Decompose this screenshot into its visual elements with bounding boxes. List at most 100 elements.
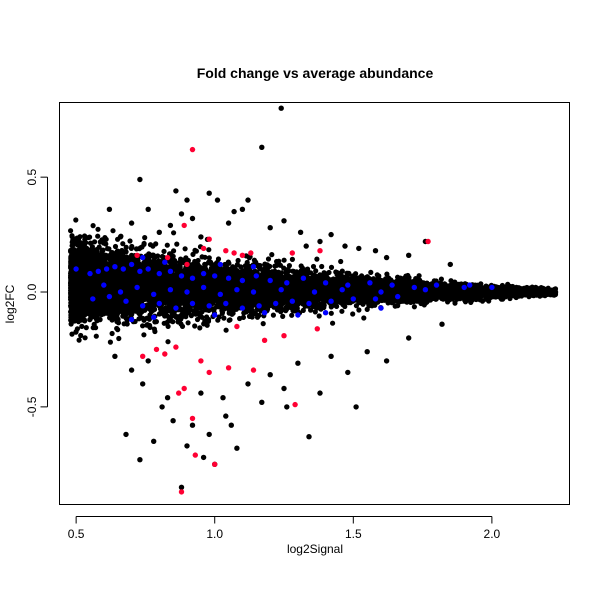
point-series-0: [317, 238, 323, 245]
point-series-1: [212, 312, 218, 318]
point-series-0: [406, 252, 412, 258]
point-series-0: [406, 335, 412, 341]
point-series-1: [137, 268, 143, 274]
point-series-1: [225, 275, 232, 281]
point-series-2: [231, 250, 237, 256]
point-series-1: [87, 270, 93, 277]
point-series-2: [173, 344, 179, 350]
point-series-0: [206, 431, 212, 438]
point-series-1: [461, 284, 467, 291]
background-point-cloud: [68, 217, 559, 345]
point-series-0: [278, 105, 284, 111]
point-series-1: [378, 289, 384, 295]
point-series-0: [178, 484, 185, 490]
point-series-0: [220, 395, 226, 401]
point-series-0: [356, 245, 362, 252]
point-series-1: [411, 284, 417, 291]
plot-frame: [59, 102, 570, 505]
point-series-1: [128, 316, 135, 323]
point-series-2: [192, 452, 198, 458]
point-series-1: [217, 261, 223, 268]
y-axis: -0.5 0.0 0.5: [25, 168, 48, 417]
chart-title: Fold change vs average abundance: [197, 65, 434, 81]
point-series-1: [156, 270, 162, 277]
point-series-0: [178, 211, 185, 217]
point-series-1: [239, 277, 246, 284]
point-series-1: [123, 298, 129, 304]
point-series-0: [117, 234, 124, 240]
point-series-0: [383, 254, 390, 261]
point-series-0: [228, 422, 234, 428]
point-series-2: [292, 401, 298, 408]
point-series-2: [189, 415, 196, 422]
point-series-2: [164, 254, 171, 261]
x-axis-label: log2Signal: [287, 542, 343, 556]
point-series-0: [159, 404, 165, 410]
point-series-0: [328, 353, 334, 359]
point-series-2: [140, 353, 146, 359]
point-series-1: [90, 296, 96, 302]
point-series-0: [364, 349, 370, 355]
point-series-0: [214, 197, 221, 203]
point-series-2: [281, 333, 287, 339]
point-series-2: [248, 250, 254, 256]
point-series-0: [184, 197, 190, 203]
point-series-0: [342, 243, 348, 249]
y-tick-label: -0.5: [25, 396, 39, 417]
point-series-2: [153, 346, 160, 353]
point-series-2: [314, 326, 320, 332]
point-series-1: [284, 280, 290, 286]
point-series-1: [151, 314, 157, 320]
point-series-0: [297, 229, 304, 235]
point-series-0: [439, 321, 445, 327]
point-series-1: [253, 273, 259, 279]
point-series-0: [189, 422, 196, 428]
point-series-2: [189, 146, 196, 153]
point-series-1: [167, 287, 174, 293]
point-series-2: [289, 250, 295, 256]
point-series-1: [200, 270, 207, 277]
point-series-1: [167, 268, 174, 274]
point-series-1: [322, 310, 329, 316]
point-series-1: [311, 289, 318, 295]
point-series-0: [223, 413, 229, 419]
point-series-0: [284, 404, 290, 410]
point-series-2: [200, 245, 207, 252]
point-series-1: [189, 275, 196, 281]
point-series-0: [170, 418, 176, 424]
point-series-0: [151, 438, 157, 444]
x-tick-label: 0.5: [68, 527, 85, 541]
point-series-1: [134, 284, 140, 291]
point-series-0: [447, 261, 453, 268]
point-series-0: [137, 176, 143, 183]
x-tick-label: 1.5: [345, 527, 362, 541]
point-series-1: [140, 303, 146, 309]
point-series-0: [245, 197, 251, 203]
point-series-1: [328, 298, 334, 304]
point-series-1: [117, 289, 124, 295]
point-series-1: [389, 282, 395, 288]
point-series-1: [239, 305, 246, 311]
point-series-2: [176, 390, 182, 396]
point-series-1: [206, 303, 212, 309]
point-series-1: [273, 300, 279, 307]
point-series-0: [156, 229, 162, 235]
point-series-1: [145, 266, 151, 272]
point-series-1: [189, 300, 196, 307]
point-series-2: [134, 252, 140, 258]
point-series-0: [295, 360, 301, 366]
point-series-2: [212, 461, 218, 467]
point-series-0: [317, 390, 323, 396]
point-series-0: [128, 220, 135, 226]
point-series-2: [317, 248, 323, 254]
point-series-1: [300, 275, 307, 281]
point-series-0: [281, 218, 287, 224]
point-series-1: [106, 293, 113, 300]
point-series-1: [250, 264, 257, 270]
point-series-1: [103, 266, 110, 272]
point-series-1: [156, 300, 162, 307]
point-series-0: [353, 404, 359, 410]
data-points: [73, 105, 495, 495]
point-series-1: [162, 259, 168, 265]
point-series-1: [306, 300, 312, 307]
